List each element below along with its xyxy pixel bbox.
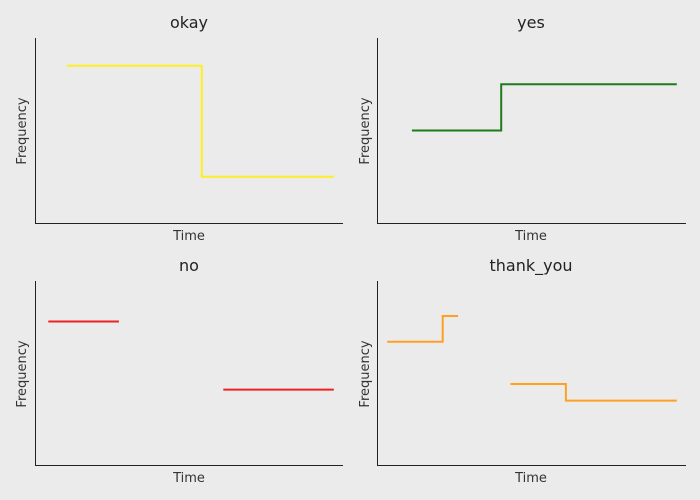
axes-frame xyxy=(377,38,686,224)
subplot-yes: yes Frequency Time xyxy=(358,13,686,244)
series-line xyxy=(510,383,677,402)
series-lines xyxy=(411,83,677,132)
series-lines xyxy=(66,64,334,178)
x-axis-label: Time xyxy=(172,471,205,486)
y-axis-label: Frequency xyxy=(358,97,373,164)
x-axis-label: Time xyxy=(514,229,547,244)
subplot-okay: okay Frequency Time xyxy=(15,13,343,244)
series-line xyxy=(66,64,334,178)
axes-frame xyxy=(35,281,343,466)
subplot-no: no Frequency Time xyxy=(15,256,343,486)
series-line xyxy=(387,315,459,343)
series-lines xyxy=(48,320,334,391)
axes-frame xyxy=(35,38,343,224)
x-axis-label: Time xyxy=(172,229,205,244)
subplot-title: thank_you xyxy=(489,256,572,276)
y-axis-label: Frequency xyxy=(15,97,30,164)
subplot-title: okay xyxy=(170,13,208,32)
y-axis-label: Frequency xyxy=(15,340,30,407)
axes-frame xyxy=(377,281,686,466)
subplot-title: yes xyxy=(517,13,545,32)
subplot-thank-you: thank_you Frequency Time xyxy=(358,256,686,486)
series-line xyxy=(411,83,677,132)
x-axis-label: Time xyxy=(514,471,547,486)
subplot-title: no xyxy=(179,256,199,275)
series-lines xyxy=(387,315,677,402)
y-axis-label: Frequency xyxy=(358,340,373,407)
